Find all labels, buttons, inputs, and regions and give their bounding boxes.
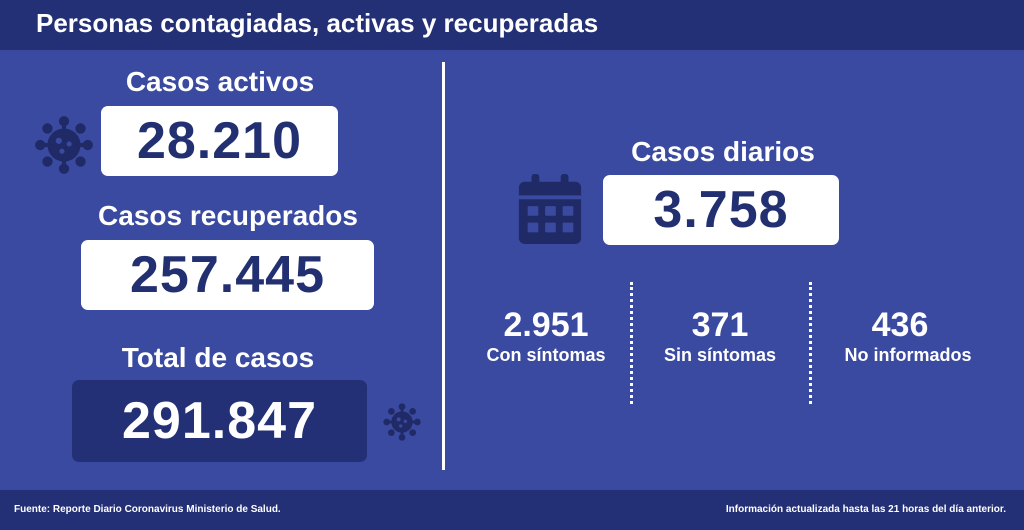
total-cases-value: 291.847 [72,380,367,462]
with-symptoms-value: 2.951 [503,306,589,344]
footer-bar: Fuente: Reporte Diario Coronavirus Minis… [0,490,1024,530]
with-symptoms-label: Con síntomas [486,345,606,365]
active-cases-label: Casos activos [125,66,315,97]
recovered-cases-value: 257.445 [81,240,374,310]
section-divider [442,62,445,470]
page-title: Personas contagiadas, activas y recupera… [36,8,599,38]
virus-icon [35,116,93,174]
daily-cases-label: Casos diarios [631,136,815,167]
active-cases-value: 28.210 [101,106,338,176]
stat-divider [630,282,633,404]
daily-cases-value: 3.758 [603,175,839,245]
header-bar: Personas contagiadas, activas y recupera… [0,0,1024,50]
source-note: Fuente: Reporte Diario Coronavirus Minis… [14,504,281,515]
calendar-icon [518,174,582,244]
update-note: Información actualizada hasta las 21 hor… [725,504,1006,515]
not-reported-value: 436 [871,306,929,344]
not-reported-label: No informados [844,345,972,365]
virus-icon [383,403,421,441]
total-cases-label: Total de casos [121,342,315,373]
recovered-cases-label: Casos recuperados [98,200,358,231]
stat-divider [809,282,812,404]
without-symptoms-value: 371 [691,306,749,344]
without-symptoms-label: Sin síntomas [663,345,777,365]
